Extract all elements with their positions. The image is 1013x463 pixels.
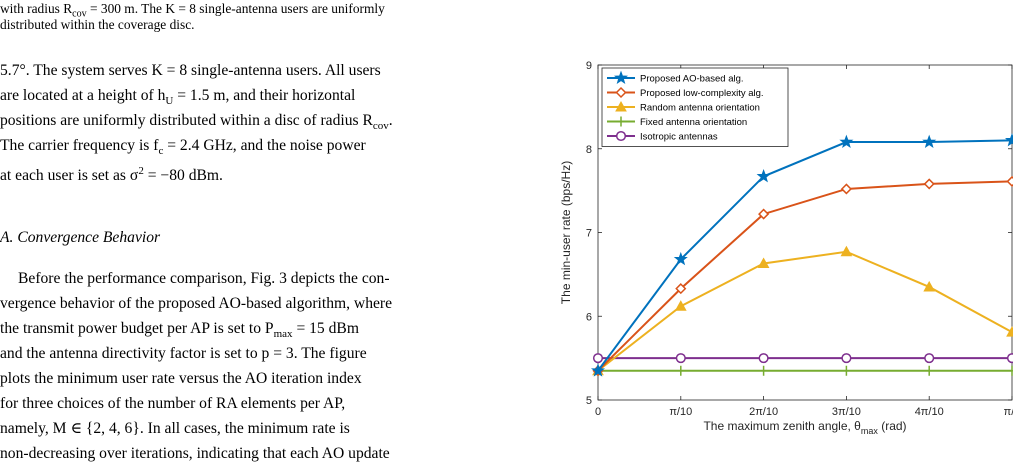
- data-point: [925, 354, 934, 363]
- paragraph-line: positions are uniformly distributed with…: [0, 112, 393, 135]
- series-proposed-low-complexity-alg: [594, 177, 1013, 375]
- data-point: [1007, 366, 1013, 376]
- legend-label: Fixed antenna orientation: [640, 117, 747, 128]
- paragraph-line: 5.7°. The system serves K = 8 single-ant…: [0, 62, 381, 80]
- figure-panel: 5 6 7 8 9 0 π/10 2π/10 3π/10 4π/10 π/2 The maximum …: [540, 55, 1013, 446]
- data-point: [923, 136, 935, 148]
- x-tick-label: 0: [595, 406, 601, 418]
- paragraph-line: non-decreasing over iterations, indicati…: [0, 445, 390, 463]
- line-chart: 5 6 7 8 9 0 π/10 2π/10 3π/10 4π/10 π/2 The maximum …: [540, 55, 1013, 446]
- figure-caption-line: distributed within the coverage disc.: [0, 17, 195, 33]
- y-axis-label: The min-user rate (bps/Hz): [559, 161, 573, 304]
- data-point: [676, 366, 686, 376]
- legend: Proposed AO-based alg. Proposed low-compl…: [602, 68, 788, 147]
- legend-label: Random antenna orientation: [640, 103, 760, 114]
- paragraph-line: namely, M ∈ {2, 4, 6}. In all cases, the…: [0, 420, 350, 438]
- data-point: [759, 366, 769, 376]
- series-line: [598, 140, 1012, 370]
- legend-label: Proposed low-complexity alg.: [640, 88, 764, 99]
- series-line: [598, 252, 1012, 371]
- legend-marker: [617, 132, 626, 141]
- legend-label: Proposed AO-based alg.: [640, 74, 744, 85]
- data-point: [840, 136, 852, 148]
- data-point: [925, 179, 934, 188]
- series-proposed-ao-based-alg: [592, 134, 1013, 376]
- data-point: [677, 354, 686, 363]
- paragraph-line: at each user is set as σ2 = −80 dBm.: [0, 162, 223, 185]
- paragraph-line: vergence behavior of the proposed AO-bas…: [0, 295, 392, 313]
- paragraph-line: Before the performance comparison, Fig. …: [18, 270, 390, 288]
- data-point: [1007, 327, 1013, 336]
- paragraph-line: are located at a height of hU = 1.5 m, a…: [0, 87, 355, 110]
- paragraph-line: plots the minimum user rate versus the A…: [0, 370, 362, 388]
- data-point: [594, 354, 603, 363]
- data-point: [759, 354, 768, 363]
- data-point: [842, 354, 851, 363]
- x-tick-label: π/2: [1004, 406, 1013, 418]
- data-point: [1008, 177, 1013, 186]
- paragraph-line: the transmit power budget per AP is set …: [0, 320, 359, 343]
- y-tick-label: 6: [586, 311, 592, 323]
- y-tick-label: 5: [586, 395, 592, 407]
- paper-text-column: with radius Rcov = 300 m. The K = 8 sing…: [0, 0, 520, 446]
- data-point: [676, 301, 686, 310]
- x-axis-label: The maximum zenith angle, θmax (rad): [703, 419, 906, 436]
- series-isotropic-antennas: [594, 354, 1013, 363]
- x-tick-label: 3π/10: [832, 406, 861, 418]
- data-point: [842, 184, 851, 193]
- x-tick-label: 4π/10: [915, 406, 944, 418]
- y-tick-label: 7: [586, 228, 592, 240]
- x-tick-label: π/10: [669, 406, 692, 418]
- y-tick-label: 9: [586, 60, 592, 72]
- series-line: [598, 181, 1012, 370]
- section-heading: A. Convergence Behavior: [0, 229, 160, 247]
- series-fixed-antenna-orientation: [593, 366, 1013, 376]
- paragraph-line: for three choices of the number of RA el…: [0, 395, 345, 413]
- paragraph-line: The carrier frequency is fc = 2.4 GHz, a…: [0, 137, 366, 160]
- data-point: [924, 366, 934, 376]
- x-tick-label: 2π/10: [749, 406, 778, 418]
- data-point: [841, 366, 851, 376]
- y-tick-label: 8: [586, 144, 592, 156]
- series-random-antenna-orientation: [593, 247, 1013, 375]
- legend-label: Isotropic antennas: [640, 132, 718, 143]
- paragraph-line: and the antenna directivity factor is se…: [0, 345, 367, 363]
- data-point: [1008, 354, 1013, 363]
